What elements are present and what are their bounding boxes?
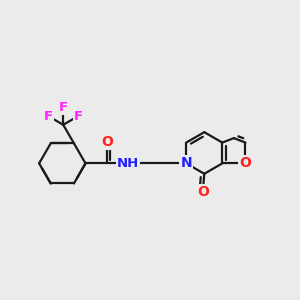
Text: F: F bbox=[44, 110, 53, 123]
Text: O: O bbox=[101, 135, 113, 149]
Text: F: F bbox=[58, 101, 68, 114]
Text: NH: NH bbox=[117, 157, 140, 170]
Text: O: O bbox=[239, 156, 251, 170]
Text: N: N bbox=[180, 156, 192, 170]
Text: F: F bbox=[74, 110, 83, 123]
Text: O: O bbox=[197, 185, 209, 199]
